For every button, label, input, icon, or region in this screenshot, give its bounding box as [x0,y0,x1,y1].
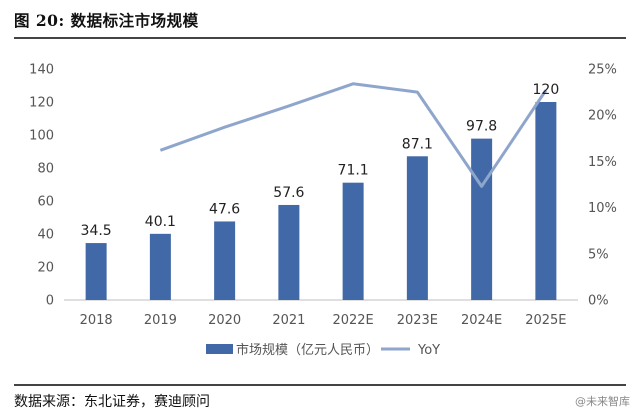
top-rule [14,37,626,39]
bar-data-label: 120 [533,82,560,98]
bar [342,182,364,300]
y-left-tick-label: 140 [29,63,54,78]
market-size-chart: 0 20 40 60 80 100 120 140 0% 5% 10% 15% 20% 25% 34.5 40… [29,63,617,359]
y-left-tick-label: 80 [37,162,54,177]
x-tick-label: 2022E [332,313,373,328]
y-left-tick-label: 20 [37,261,54,276]
y-left-tick-label: 40 [37,228,54,243]
bar [471,138,493,300]
bottom-rule [14,384,626,386]
legend-label-bar: 市场规模（亿元人民币） [236,342,379,358]
bar [214,221,236,300]
source-note: 数据来源：东北证券，赛迪顾问 [14,394,210,410]
x-tick-label: 2019 [144,313,177,328]
x-tick-label: 2021 [272,313,305,328]
bar [535,102,557,300]
bar-data-label: 47.6 [209,201,240,217]
y-right-tick-label: 15% [588,155,617,170]
legend-swatch-bar [206,344,233,354]
bar [278,204,300,300]
y-left-tick-label: 120 [29,96,54,111]
bar [85,243,107,300]
bar-data-label: 97.8 [466,119,497,135]
y-left-tick-label: 100 [29,129,54,144]
x-tick-label: 2018 [80,313,113,328]
y-left-tick-label: 60 [37,195,54,210]
x-tick-label: 2025E [525,313,566,328]
yoy-line [159,82,548,188]
x-tick-label: 2024E [461,313,502,328]
y-right-tick-label: 0% [588,294,609,309]
bar-data-label: 40.1 [145,214,176,230]
bar [406,156,428,300]
y-right-tick-label: 10% [588,201,617,216]
bar-data-label: 71.1 [338,163,369,179]
y-right-tick-label: 25% [588,63,617,78]
y-right-tick-label: 20% [588,109,617,124]
figure-title: 图 20: 数据标注市场规模 [14,11,199,30]
bar-data-label: 57.6 [273,185,304,201]
bar-data-label: 87.1 [402,136,433,152]
bar [149,233,171,300]
legend-label-line: YoY [417,343,440,358]
x-tick-label: 2023E [397,313,438,328]
x-tick-label: 2020 [208,313,241,328]
y-left-tick-label: 0 [46,294,54,309]
watermark: @未来智库 [575,395,630,408]
y-right-tick-label: 5% [588,247,609,262]
bar-data-label: 34.5 [81,223,112,239]
